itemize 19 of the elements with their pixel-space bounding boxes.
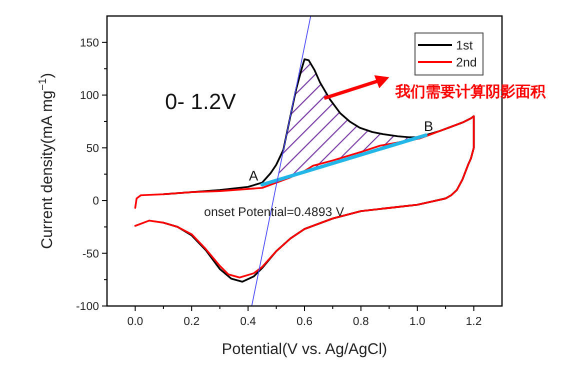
y-tick-label: 100 — [80, 90, 99, 102]
x-tick-label: 1.0 — [409, 316, 426, 328]
x-tick-label: 0.2 — [184, 316, 200, 328]
x-axis-title: Potential(V vs. Ag/AgCl) — [222, 341, 388, 358]
y-tick-label: 50 — [86, 142, 99, 155]
annotation: 0- 1.2V — [165, 89, 236, 114]
legend-label: 1st — [456, 38, 474, 52]
x-tick-label: 0.8 — [352, 316, 369, 328]
annotation: B — [424, 118, 434, 134]
y-tick-label: -50 — [82, 248, 99, 260]
x-tick-label: 0.6 — [296, 316, 312, 328]
y-tick-label: 0 — [92, 196, 99, 208]
x-tick-label: 0.4 — [240, 316, 257, 328]
x-tick-label: 1.2 — [466, 316, 482, 328]
annotation: A — [248, 168, 258, 184]
x-tick-label: 0.0 — [127, 316, 144, 328]
y-tick-label: 150 — [80, 37, 99, 50]
y-tick-label: -100 — [76, 301, 99, 313]
legend-label: 2nd — [456, 56, 477, 70]
